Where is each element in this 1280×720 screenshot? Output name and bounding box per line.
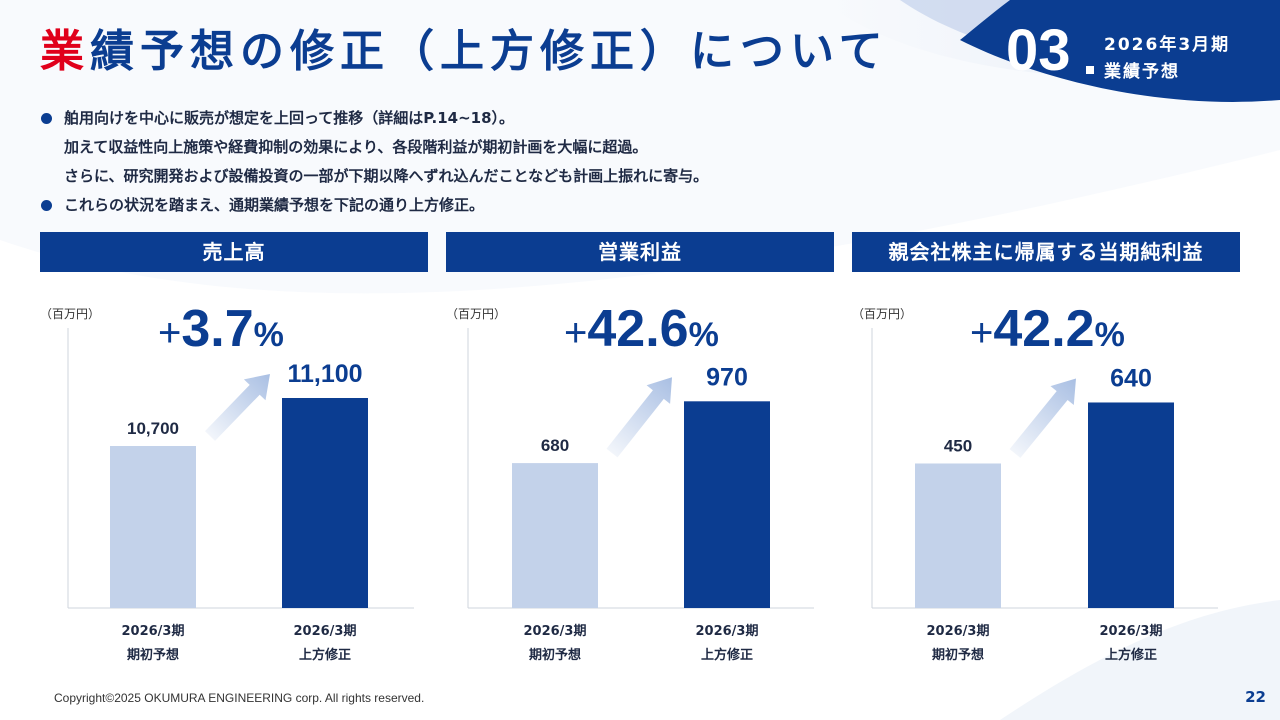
category-label-period: 2026/3期 (524, 624, 587, 639)
category-label-type: 上方修正 (1105, 647, 1157, 663)
change-percent: +3.7% (158, 300, 284, 358)
bar-value-label: 450 (944, 436, 972, 455)
bullet-dot-icon (41, 200, 52, 211)
panel-header-net-income: 親会社株主に帰属する当期純利益 (852, 232, 1240, 272)
summary-bullets: 舶用向けを中心に販売が想定を上回って推移（詳細はP.14~18）。 加えて収益性… (40, 104, 708, 220)
growth-arrow-icon (205, 374, 270, 441)
bar-value-label: 640 (1110, 364, 1152, 392)
bar-value-label: 10,700 (127, 419, 179, 438)
bar-revised-forecast (684, 401, 770, 608)
section-period: 2026年3月期 (1104, 35, 1231, 55)
bar-initial-forecast (512, 463, 598, 608)
copyright-footer: Copyright©2025 OKUMURA ENGINEERING corp.… (54, 691, 425, 705)
page-title: 業績予想の修正（上方修正）について (40, 30, 889, 74)
category-label-period: 2026/3期 (927, 624, 990, 639)
category-label-type: 上方修正 (299, 647, 351, 663)
section-dot (1086, 66, 1094, 74)
bullet-row: 舶用向けを中心に販売が想定を上回って推移（詳細はP.14~18）。 (40, 104, 708, 133)
bullet-text: 舶用向けを中心に販売が想定を上回って推移（詳細はP.14~18）。 (64, 109, 515, 127)
bar-initial-forecast (110, 446, 196, 608)
bar-revised-forecast (282, 398, 368, 608)
bar-revised-forecast (1088, 402, 1174, 608)
bullet-dot-icon (41, 113, 52, 124)
unit-label: （百万円） (446, 307, 506, 321)
unit-label: （百万円） (852, 307, 912, 321)
change-percent: +42.6% (564, 300, 719, 358)
bullet-row: さらに、研究開発および設備投資の一部が下期以降へずれ込んだことなども計画上振れに… (40, 162, 708, 191)
bullet-text: 加えて収益性向上施策や経費抑制の効果により、各段階利益が期初計画を大幅に超過。 (64, 138, 648, 156)
section-label: 業績予想 (1104, 62, 1180, 82)
bar-initial-forecast (915, 463, 1001, 608)
category-label-period: 2026/3期 (294, 624, 357, 639)
category-label-period: 2026/3期 (1100, 624, 1163, 639)
bullet-text: さらに、研究開発および設備投資の一部が下期以降へずれ込んだことなども計画上振れに… (64, 167, 709, 185)
bar-value-label: 11,100 (287, 360, 362, 388)
category-label-type: 期初予想 (932, 647, 984, 663)
bullet-row: これらの状況を踏まえ、通期業績予想を下記の通り上方修正。 (40, 191, 708, 220)
page-number: 22 (1245, 688, 1266, 706)
growth-arrow-icon (1009, 378, 1076, 458)
bullet-row: 加えて収益性向上施策や経費抑制の効果により、各段階利益が期初計画を大幅に超過。 (40, 133, 708, 162)
page-title-rest: 績予想の修正（上方修正）について (90, 26, 889, 77)
panel-header-operating-income: 営業利益 (446, 232, 834, 272)
category-label-period: 2026/3期 (696, 624, 759, 639)
category-label-type: 上方修正 (701, 647, 753, 663)
bar-value-label: 680 (541, 436, 569, 455)
bar-value-label: 970 (706, 363, 748, 391)
growth-arrow-icon (606, 377, 672, 458)
unit-label: （百万円） (40, 307, 100, 321)
change-percent: +42.2% (970, 300, 1125, 358)
category-label-type: 期初予想 (529, 647, 581, 663)
panel-header-net-sales: 売上高 (40, 232, 428, 272)
page-title-highlight: 業 (40, 26, 90, 77)
category-label-period: 2026/3期 (122, 624, 185, 639)
section-number: 03 (1006, 18, 1071, 83)
category-label-type: 期初予想 (127, 647, 179, 663)
bullet-text: これらの状況を踏まえ、通期業績予想を下記の通り上方修正。 (64, 196, 485, 214)
